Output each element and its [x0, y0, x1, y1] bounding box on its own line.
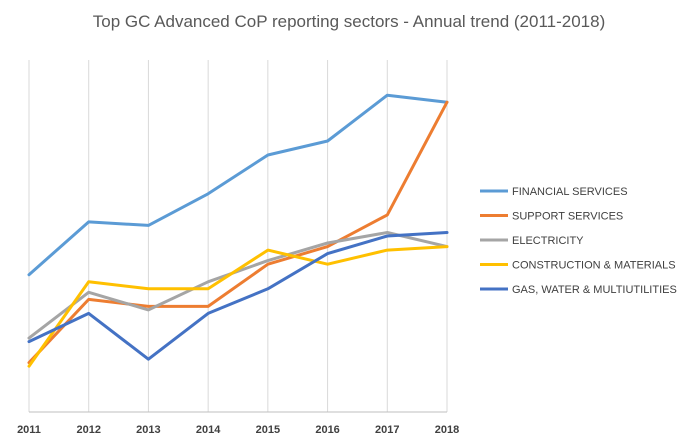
legend-label-0: FINANCIAL SERVICES	[512, 186, 628, 198]
x-tick-label-2015: 2015	[256, 424, 280, 436]
legend-label-4: GAS, WATER & MULTIUTILITIES	[512, 284, 677, 296]
x-tick-label-2017: 2017	[375, 424, 399, 436]
x-tick-label-2011: 2011	[17, 424, 41, 436]
legend-item-2: ELECTRICITY	[480, 235, 584, 247]
series-line-0	[27, 93, 449, 277]
x-tick-label-2012: 2012	[76, 424, 100, 436]
x-tick-labels: 2011 2012 2013 2014 2015 2016 2017 2018	[17, 424, 459, 436]
legend-item-0: FINANCIAL SERVICES	[480, 186, 628, 198]
grid-lines	[28, 60, 448, 412]
x-tick-label-2016: 2016	[315, 424, 339, 436]
chart-title: Top GC Advanced CoP reporting sectors - …	[93, 12, 606, 31]
legend-label-2: ELECTRICITY	[512, 235, 584, 247]
legend-label-3: CONSTRUCTION & MATERIALS	[512, 260, 676, 272]
series-lines	[27, 93, 449, 368]
series-line-3	[27, 245, 449, 368]
x-tick-label-2018: 2018	[435, 424, 459, 436]
x-tick-label-2014: 2014	[196, 424, 221, 436]
legend: FINANCIAL SERVICES SUPPORT SERVICES ELECTR…	[480, 186, 677, 296]
legend-item-3: CONSTRUCTION & MATERIALS	[480, 260, 676, 272]
x-tick-label-2013: 2013	[136, 424, 160, 436]
series-line-4	[27, 231, 449, 361]
legend-item-1: SUPPORT SERVICES	[480, 211, 623, 223]
legend-label-1: SUPPORT SERVICES	[512, 211, 623, 223]
series-line-1	[27, 100, 449, 365]
legend-item-4: GAS, WATER & MULTIUTILITIES	[480, 284, 677, 296]
